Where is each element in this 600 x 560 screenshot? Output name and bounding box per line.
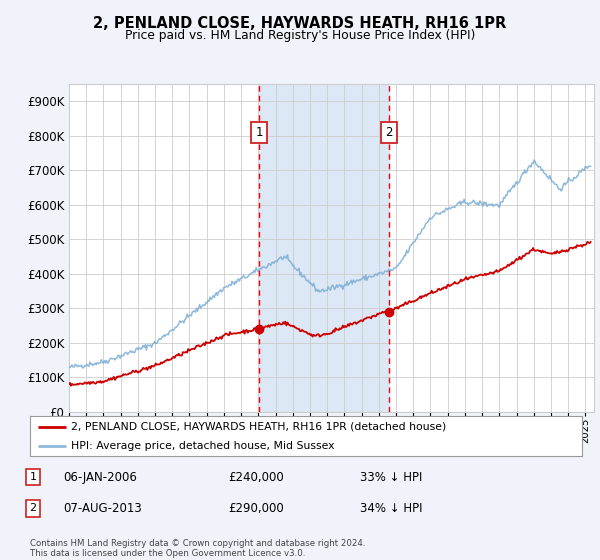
Text: 33% ↓ HPI: 33% ↓ HPI bbox=[360, 470, 422, 484]
Text: HPI: Average price, detached house, Mid Sussex: HPI: Average price, detached house, Mid … bbox=[71, 441, 335, 450]
Text: £240,000: £240,000 bbox=[228, 470, 284, 484]
Text: £290,000: £290,000 bbox=[228, 502, 284, 515]
Text: 1: 1 bbox=[256, 126, 263, 139]
Text: 34% ↓ HPI: 34% ↓ HPI bbox=[360, 502, 422, 515]
Text: 1: 1 bbox=[29, 472, 37, 482]
Text: 2, PENLAND CLOSE, HAYWARDS HEATH, RH16 1PR (detached house): 2, PENLAND CLOSE, HAYWARDS HEATH, RH16 1… bbox=[71, 422, 446, 432]
Text: Price paid vs. HM Land Registry's House Price Index (HPI): Price paid vs. HM Land Registry's House … bbox=[125, 29, 475, 42]
Text: 2: 2 bbox=[385, 126, 392, 139]
Text: 07-AUG-2013: 07-AUG-2013 bbox=[63, 502, 142, 515]
Text: 06-JAN-2006: 06-JAN-2006 bbox=[63, 470, 137, 484]
Text: 2: 2 bbox=[29, 503, 37, 514]
Bar bbox=[259, 84, 389, 412]
Text: 2, PENLAND CLOSE, HAYWARDS HEATH, RH16 1PR: 2, PENLAND CLOSE, HAYWARDS HEATH, RH16 1… bbox=[94, 16, 506, 31]
Text: Contains HM Land Registry data © Crown copyright and database right 2024.
This d: Contains HM Land Registry data © Crown c… bbox=[30, 539, 365, 558]
